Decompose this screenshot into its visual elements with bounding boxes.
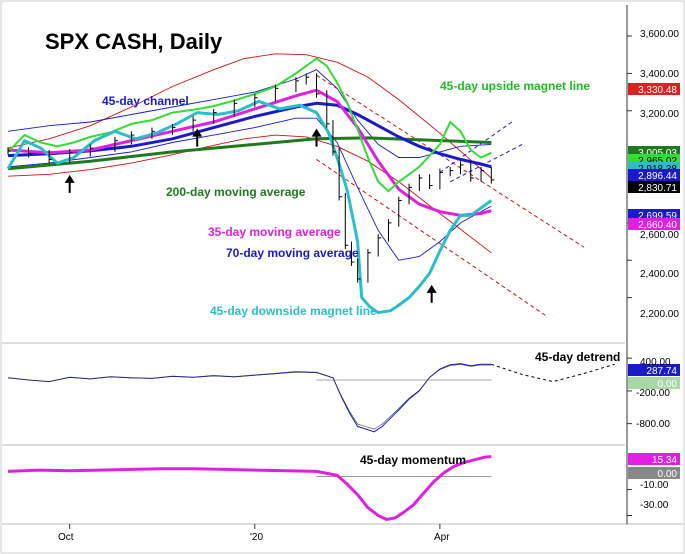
ma-70-label: 70-day moving average — [226, 246, 359, 260]
y-tick-3400: 3,400.00 — [640, 69, 679, 80]
channel-label: 45-day channel — [102, 94, 189, 108]
chart-title: SPX CASH, Daily — [45, 29, 223, 54]
y-tick-2200: 2,200.00 — [640, 309, 679, 320]
y-tick-detrend-neg200: -200.00 — [636, 388, 670, 399]
momentum-value-badge: 15.34 — [652, 455, 677, 466]
momentum-label: 45-day momentum — [360, 453, 466, 467]
y-tick-detrend-400: 400.00 — [640, 357, 671, 368]
upside-magnet-label: 45-day upside magnet line — [440, 79, 590, 93]
downside-magnet-label: 45-day downside magnet line — [210, 304, 377, 318]
x-tick-20: '20 — [250, 532, 263, 543]
detrend-label: 45-day detrend — [535, 350, 620, 364]
y-tick-mom-neg10: -10.00 — [640, 480, 669, 491]
y-tick-3200: 3,200.00 — [640, 109, 679, 120]
x-tick-apr: Apr — [434, 532, 450, 543]
momentum-value-badge: 0.00 — [658, 469, 678, 480]
y-tick-3600: 3,600.00 — [640, 29, 679, 40]
ma-200-label: 200-day moving average — [166, 185, 306, 199]
ma-35-label: 35-day moving average — [208, 225, 341, 239]
y-tick-mom-neg30: -30.00 — [640, 500, 669, 511]
main-value-badge: 2,896.44 — [638, 171, 677, 182]
y-tick-2600: 2,600.00 — [640, 230, 679, 241]
x-tick-oct: Oct — [58, 532, 74, 543]
main-value-badge: 2,830.71 — [638, 183, 677, 194]
main-value-badge: 3,330.48 — [638, 85, 677, 96]
y-tick-2400: 2,400.00 — [640, 269, 679, 280]
y-tick-detrend-neg800: -800.00 — [636, 419, 670, 430]
